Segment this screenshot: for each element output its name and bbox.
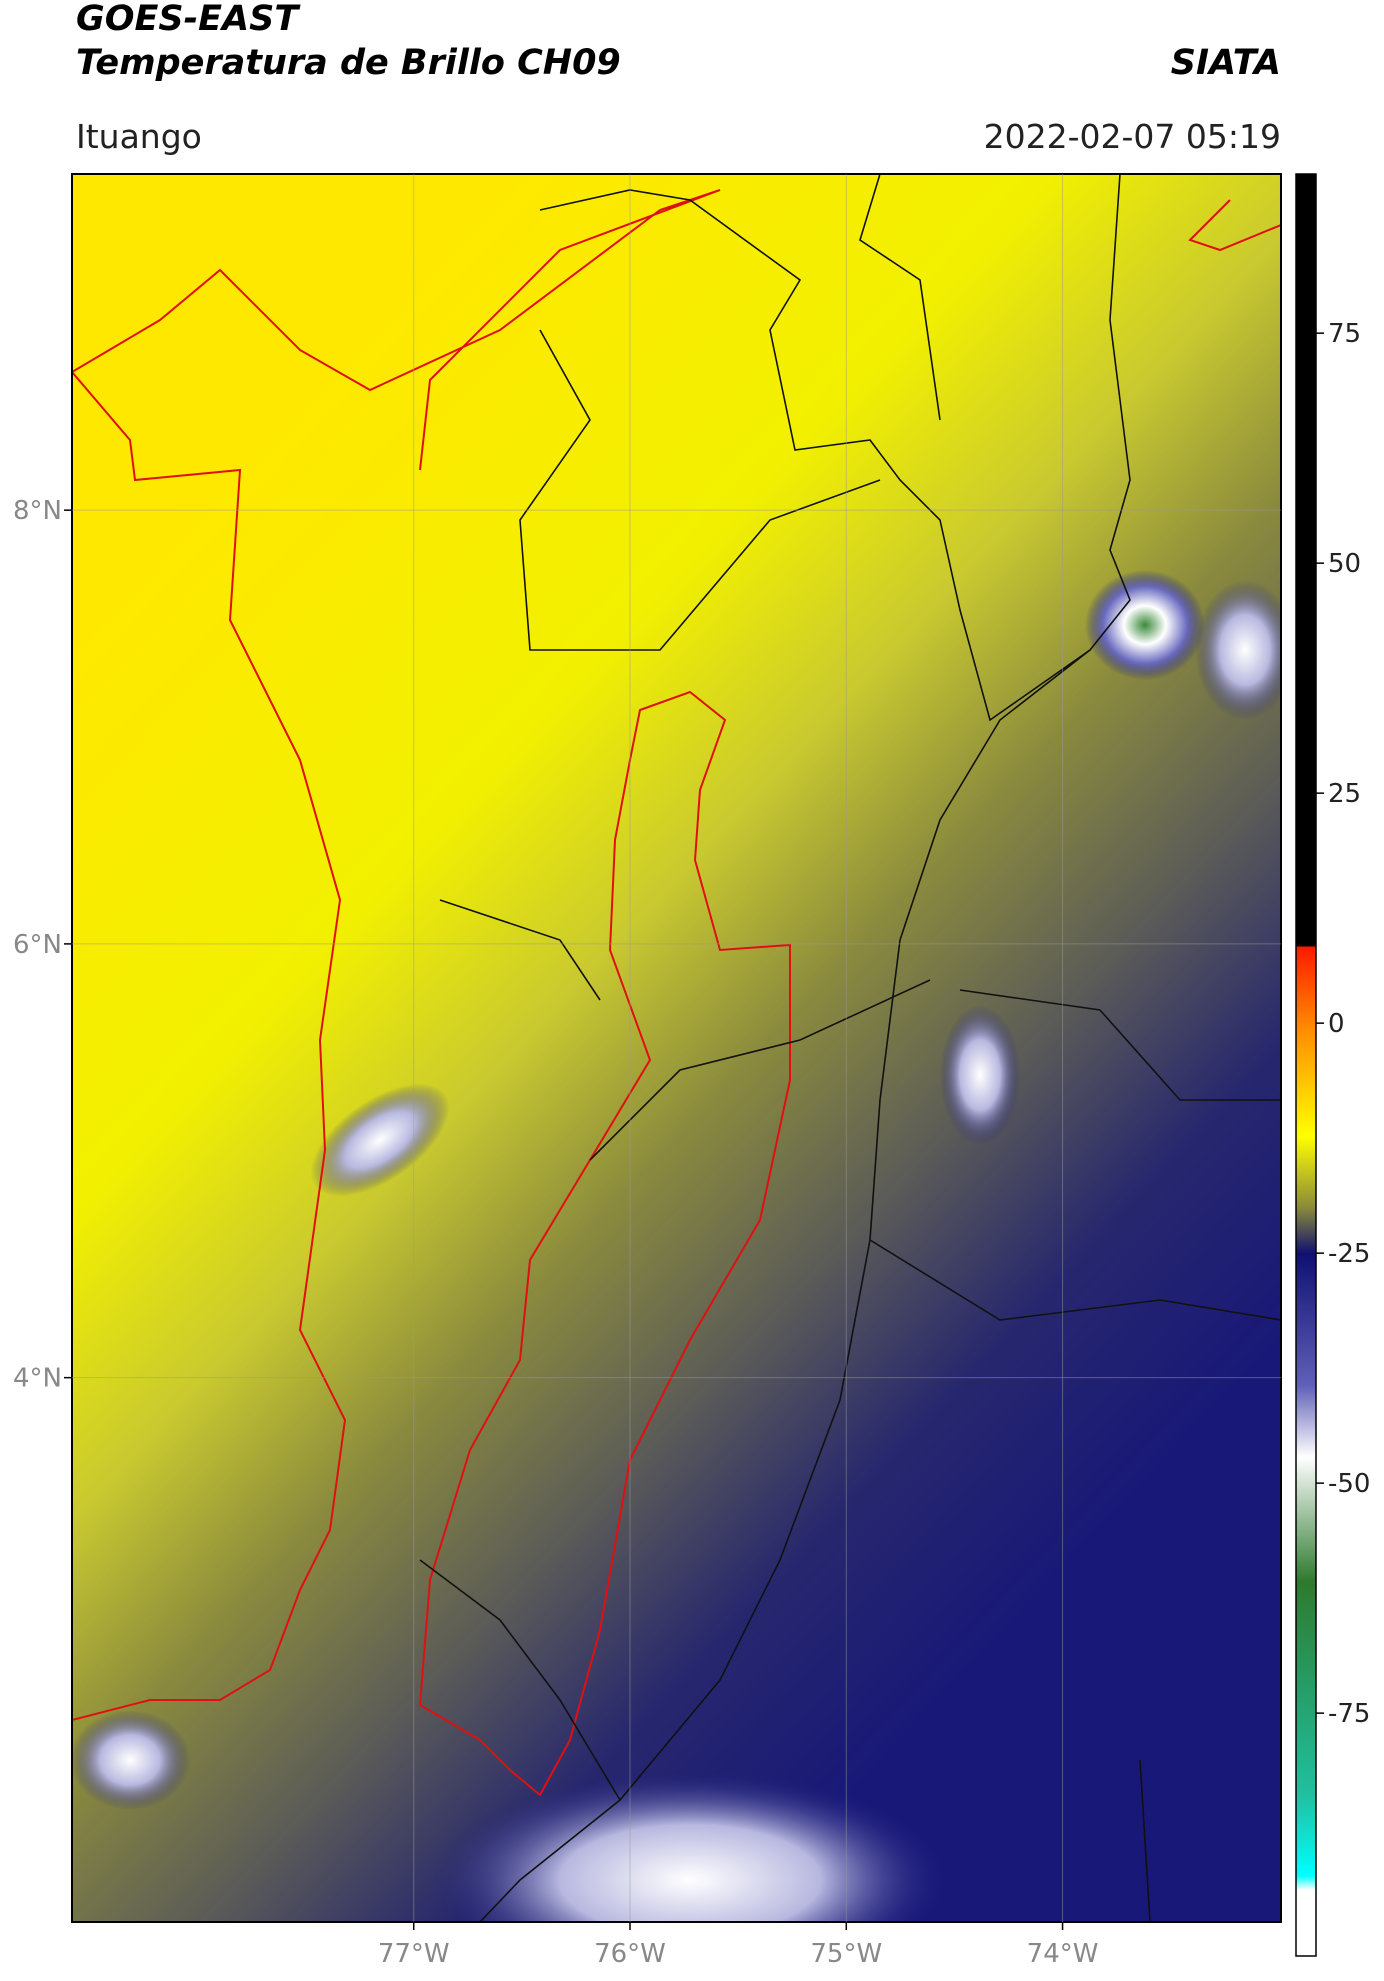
- datetime: 2022-02-07 05:19: [984, 117, 1281, 156]
- lon-tick-label: 74°W: [1027, 1939, 1099, 1969]
- colorbar-tick-label: -75: [1328, 1699, 1370, 1729]
- lon-tick-label: 77°W: [378, 1939, 450, 1969]
- subtitle: Temperatura de Brillo CH09: [76, 43, 621, 83]
- colorbar-tick-label: 75: [1328, 319, 1361, 349]
- colorbar-tick-label: -50: [1328, 1469, 1370, 1499]
- lat-tick-label: 4°N: [13, 1364, 62, 1394]
- lat-tick-label: 8°N: [13, 496, 62, 526]
- map-frame: [71, 173, 1282, 1923]
- source: SIATA: [1171, 43, 1281, 83]
- lon-tick-label: 76°W: [594, 1939, 666, 1969]
- map-image: [72, 174, 1281, 1922]
- lon-tick-label: 75°W: [810, 1939, 882, 1969]
- colorbar: [1295, 173, 1317, 1957]
- colorbar-tick-label: 50: [1328, 549, 1361, 579]
- lat-tick-label: 6°N: [13, 930, 62, 960]
- colorbar-tick-label: -25: [1328, 1239, 1370, 1269]
- colorbar-tick-label: 0: [1328, 1009, 1345, 1039]
- title: GOES-EAST: [76, 0, 301, 39]
- colorbar-tick-label: 25: [1328, 779, 1361, 809]
- location: Ituango: [76, 117, 202, 156]
